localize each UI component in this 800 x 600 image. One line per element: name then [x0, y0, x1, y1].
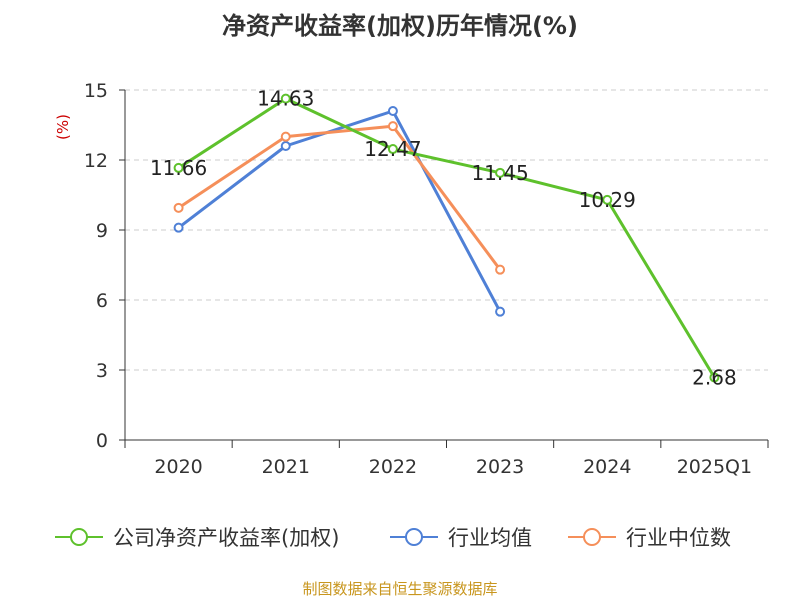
data-source-note: 制图数据来自恒生聚源数据库	[302, 580, 498, 598]
data-label: 11.45	[471, 161, 528, 185]
data-label: 10.29	[579, 188, 636, 212]
data-label: 11.66	[150, 156, 207, 180]
legend-label: 行业中位数	[626, 526, 731, 550]
data-point	[280, 93, 291, 104]
y-tick-label: 9	[96, 220, 108, 242]
legend-label: 行业均值	[448, 526, 532, 550]
data-label: 14.63	[257, 87, 314, 111]
data-point	[280, 141, 291, 151]
x-tick-label: 2025Q1	[677, 456, 752, 478]
series-line	[177, 109, 502, 313]
legend-marker	[405, 528, 423, 546]
data-label: 2.68	[692, 365, 737, 389]
series-line	[177, 97, 716, 379]
x-tick-label: 2022	[369, 456, 417, 478]
y-tick-label: 0	[96, 430, 108, 452]
y-tick-label: 12	[84, 150, 108, 172]
legend-marker	[583, 528, 601, 546]
legend-marker	[70, 528, 88, 546]
data-point	[709, 372, 720, 383]
data-point	[387, 106, 398, 116]
x-tick-label: 2023	[476, 456, 524, 478]
data-point	[495, 306, 506, 317]
series-line	[177, 124, 502, 271]
y-tick-label: 15	[84, 80, 108, 102]
data-label: 12.47	[364, 137, 421, 161]
data-point	[173, 222, 184, 233]
y-tick-label: 3	[96, 360, 108, 382]
y-axis-label: (%)	[54, 114, 72, 140]
x-tick-label: 2020	[154, 456, 202, 478]
data-point	[280, 131, 291, 142]
chart-title: 净资产收益率(加权)历年情况(%)	[222, 12, 578, 40]
data-point	[173, 162, 184, 173]
data-point	[602, 194, 613, 205]
y-tick-label: 6	[96, 290, 108, 312]
x-tick-label: 2024	[583, 456, 631, 478]
x-tick-label: 2021	[262, 456, 310, 478]
legend-label: 公司净资产收益率(加权)	[113, 526, 339, 550]
data-point	[173, 202, 184, 213]
data-point	[495, 167, 506, 178]
data-point	[387, 121, 398, 132]
data-point	[387, 144, 398, 155]
data-point	[495, 264, 506, 275]
